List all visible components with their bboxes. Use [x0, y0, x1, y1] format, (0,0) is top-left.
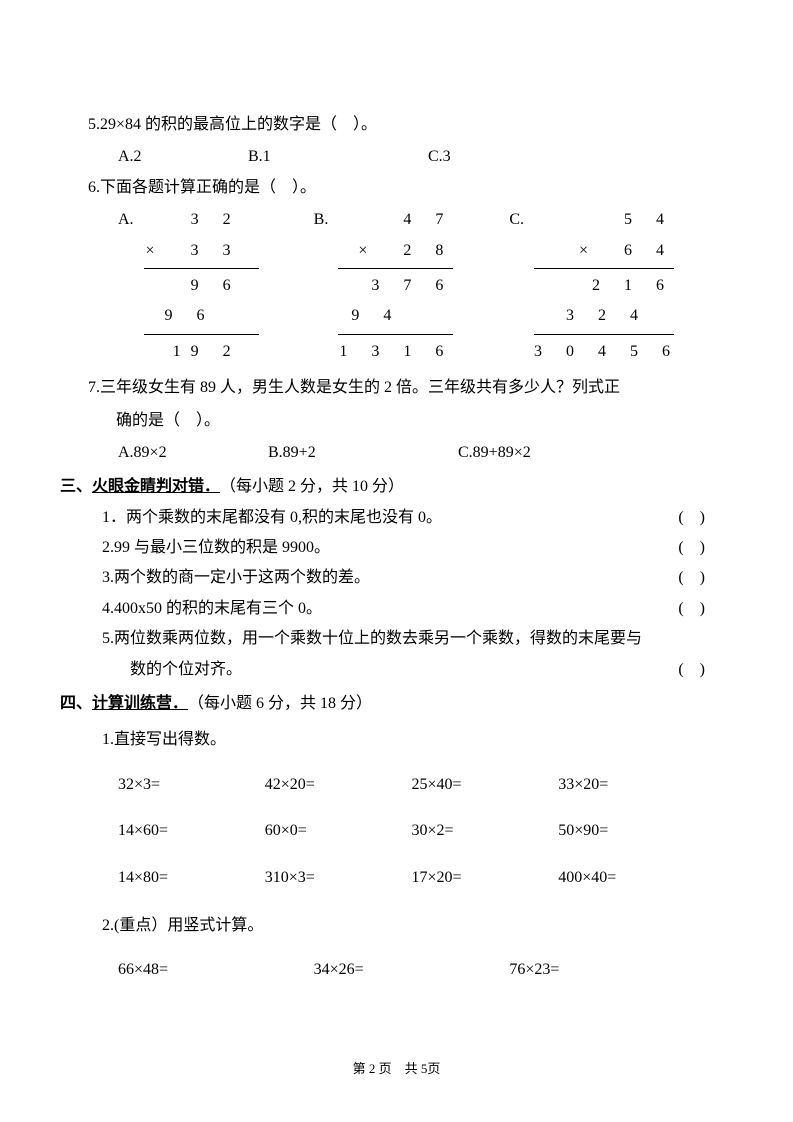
q6-col-c: C. 5 4× 6 4 2 1 63 2 4 3 0 4 5 6 — [509, 205, 705, 367]
math-line: 3 7 6 — [338, 271, 453, 301]
calc1-item: 14×80= — [118, 863, 265, 893]
calc1-item: 400×40= — [558, 863, 705, 893]
math-rule — [144, 268, 259, 269]
math-line: 2 1 6 — [534, 271, 674, 301]
tf5-text1: 5.两位数乘两位数，用一个乘数十位上的数去乘另一个乘数，得数的末尾要与 — [102, 624, 642, 654]
q5-text: 5.29×84 的积的最高位上的数字是（ ）。 — [88, 116, 377, 133]
section-4-header: 四、 计算训练营． （每小题 6 分，共 18 分） — [60, 689, 705, 719]
tf4-paren: ( ) — [678, 594, 705, 624]
sec4-num: 四、 — [60, 689, 92, 719]
tf-5-line1: 5.两位数乘两位数，用一个乘数十位上的数去乘另一个乘数，得数的末尾要与 — [88, 624, 705, 654]
question-7: 7.三年级女生有 89 人，男生人数是女生的 2 倍。三年级共有多少人？列式正 — [88, 373, 705, 403]
q7-opt-c: C.89+89×2 — [458, 438, 531, 468]
math-line: × 2 8 — [338, 236, 453, 266]
tf2-text: 2.99 与最小三位数的积是 9900。 — [102, 533, 330, 563]
math-line: 4 7 — [338, 205, 453, 235]
tf3-paren: ( ) — [678, 563, 705, 593]
q5-opt-a: A.2 — [118, 142, 248, 172]
tf-4: 4.400x50 的积的末尾有三个 0。 ( ) — [88, 594, 705, 624]
q7-line2-wrap: 确的是（ ）。 — [88, 406, 705, 436]
calc1-item: 14×60= — [118, 816, 265, 846]
calc1-item: 32×3= — [118, 770, 265, 800]
math-rule — [338, 334, 453, 335]
calc1-item: 60×0= — [265, 816, 412, 846]
math-line: 9 4 — [338, 301, 453, 331]
q6-col-label: A. — [118, 205, 134, 235]
q6-col-math: 5 4× 6 4 2 1 63 2 4 3 0 4 5 6 — [534, 205, 674, 367]
tf-2: 2.99 与最小三位数的积是 9900。 ( ) — [88, 533, 705, 563]
q6-vertical-math: A.3 2× 3 39 69 6 19 2B.4 7× 2 83 7 69 4 … — [88, 205, 705, 367]
calc2-title: 2.(重点）用竖式计算。 — [88, 911, 705, 941]
math-line: × 6 4 — [534, 236, 674, 266]
q6-col-math: 3 2× 3 3 9 69 6 19 2 — [144, 205, 259, 367]
tf3-text: 3.两个数的商一定小于这两个数的差。 — [102, 563, 370, 593]
calc2-item: 34×26= — [314, 955, 510, 985]
sec3-num: 三、 — [60, 472, 92, 502]
sec4-title: 计算训练营． — [92, 689, 188, 719]
q6-col-math: 4 7× 2 8 3 7 69 4 1 3 1 6 — [338, 205, 453, 367]
math-line: 9 6 — [144, 271, 259, 301]
math-line: × 3 3 — [144, 236, 259, 266]
q5-opt-c: C.3 — [428, 142, 451, 172]
calc1-item: 33×20= — [558, 770, 705, 800]
sec3-title: 火眼金睛判对错． — [92, 472, 220, 502]
q7-options: A.89×2 B.89+2 C.89+89×2 — [88, 438, 705, 468]
tf1-paren: ( ) — [678, 503, 705, 533]
question-6: 6.下面各题计算正确的是（ ）。 — [88, 173, 705, 203]
tf5-paren: ( ) — [678, 655, 705, 685]
calc1-item: 310×3= — [265, 863, 412, 893]
sec4-info: （每小题 6 分，共 18 分） — [188, 689, 372, 719]
tf-1: 1．两个乘数的末尾都没有 0,积的末尾也没有 0。 ( ) — [88, 503, 705, 533]
q5-options: A.2 B.1 C.3 — [88, 142, 705, 172]
calc1-item: 42×20= — [265, 770, 412, 800]
tf4-text: 4.400x50 的积的末尾有三个 0。 — [102, 594, 322, 624]
tf2-paren: ( ) — [678, 533, 705, 563]
calc1-grid: 32×3=42×20=25×40=33×20= 14×60=60×0=30×2=5… — [88, 770, 705, 893]
section-3-header: 三、 火眼金睛判对错． （每小题 2 分，共 10 分） — [60, 472, 705, 502]
math-line: 1 3 1 6 — [338, 337, 453, 367]
calc2-item: 76×23= — [509, 955, 705, 985]
q7-opt-a: A.89×2 — [118, 438, 268, 468]
tf-3: 3.两个数的商一定小于这两个数的差。 ( ) — [88, 563, 705, 593]
calc2-grid: 66×48=34×26=76×23= — [88, 955, 705, 985]
q6-col-label: C. — [509, 205, 524, 235]
q6-col-a: A. 3 2× 3 3 9 69 6 19 2 — [118, 205, 314, 367]
q6-text: 6.下面各题计算正确的是（ ）。 — [88, 179, 316, 196]
page-footer: 第 2 页 共 5页 — [0, 1057, 793, 1082]
calc2-item: 66×48= — [118, 955, 314, 985]
q5-opt-b: B.1 — [248, 142, 428, 172]
tf1-text: 1．两个乘数的末尾都没有 0,积的末尾也没有 0。 — [102, 503, 442, 533]
math-rule — [534, 334, 674, 335]
calc1-item: 25×40= — [412, 770, 559, 800]
math-line: 9 6 — [144, 301, 259, 331]
calc1-item: 17×20= — [412, 863, 559, 893]
math-line: 3 2 — [144, 205, 259, 235]
math-line: 19 2 — [144, 337, 259, 367]
sec3-info: （每小题 2 分，共 10 分） — [220, 472, 404, 502]
tf-5-line2: 数的个位对齐。 ( ) — [88, 655, 705, 685]
math-rule — [338, 268, 453, 269]
math-line: 5 4 — [534, 205, 674, 235]
calc1-item: 30×2= — [412, 816, 559, 846]
math-rule — [534, 268, 674, 269]
math-rule — [144, 334, 259, 335]
math-line: 3 0 4 5 6 — [534, 337, 674, 367]
tf5-text2: 数的个位对齐。 — [130, 655, 242, 685]
calc1-title: 1.直接写出得数。 — [88, 725, 705, 755]
q7-line1: 7.三年级女生有 89 人，男生人数是女生的 2 倍。三年级共有多少人？列式正 — [88, 379, 620, 396]
question-5: 5.29×84 的积的最高位上的数字是（ ）。 — [88, 110, 705, 140]
q7-opt-b: B.89+2 — [268, 438, 458, 468]
q7-line2: 确的是（ ）。 — [116, 412, 220, 429]
math-line: 3 2 4 — [534, 301, 674, 331]
q6-col-label: B. — [314, 205, 329, 235]
calc1-item: 50×90= — [558, 816, 705, 846]
q6-col-b: B. 4 7× 2 8 3 7 69 4 1 3 1 6 — [314, 205, 510, 367]
